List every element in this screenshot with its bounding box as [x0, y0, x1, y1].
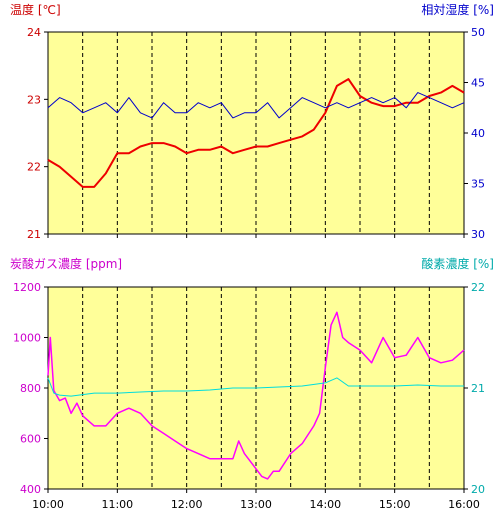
o2-y-ticks: 22 21 20	[464, 281, 485, 496]
left-tick-label: 1000	[13, 332, 41, 345]
left-tick-label: 23	[27, 93, 41, 106]
left-tick-label: 1200	[13, 281, 41, 294]
right-tick-label: 22	[471, 281, 485, 294]
left-tick-label: 22	[27, 161, 41, 174]
left-tick-label: 600	[20, 433, 41, 446]
temperature-humidity-chart: 温度 [℃] 相対湿度 [%] 24 23 22 21 50 45 40 35 30	[10, 2, 494, 241]
series-line-right	[47, 92, 465, 119]
x-tick-label: 13:00	[240, 498, 272, 511]
right-tick-label: 35	[471, 178, 485, 191]
temperature-humidity-lines	[47, 78, 465, 188]
x-tick-label: 16:00	[448, 498, 480, 511]
temperature-axis-title: 温度 [℃]	[10, 2, 61, 17]
left-tick-label: 21	[27, 228, 41, 241]
x-tick-label: 14:00	[309, 498, 341, 511]
x-tick-label: 12:00	[171, 498, 203, 511]
co2-o2-chart: 炭酸ガス濃度 [ppm] 酸素濃度 [%] 12001000800600400 …	[10, 256, 494, 496]
left-tick-label: 400	[20, 483, 41, 496]
o2-axis-title: 酸素濃度 [%]	[421, 256, 494, 271]
right-tick-label: 45	[471, 77, 485, 90]
co2-y-ticks: 1200 1000 800 600 400	[13, 281, 48, 496]
right-tick-label: 30	[471, 228, 485, 241]
humidity-axis-title: 相対湿度 [%]	[421, 2, 494, 17]
right-tick-label: 21	[471, 382, 485, 395]
x-tick-label: 15:00	[379, 498, 411, 511]
right-tick-label: 20	[471, 483, 485, 496]
series-line-left	[47, 311, 465, 480]
humidity-y-ticks: 50 45 40 35 30	[464, 26, 485, 241]
temperature-y-ticks: 24 23 22 21	[27, 26, 48, 241]
left-tick-label: 24	[27, 26, 41, 39]
series-line-left	[47, 78, 465, 188]
series-line-right	[47, 377, 464, 397]
time-x-ticks: 10:00 11:00 12:00 13:00 14:00 15:00 16:00	[32, 234, 480, 511]
right-tick-label: 40	[471, 127, 485, 140]
co2-axis-title: 炭酸ガス濃度 [ppm]	[10, 256, 122, 271]
co2-o2-lines	[47, 311, 465, 480]
x-tick-label: 10:00	[32, 498, 64, 511]
left-tick-label: 800	[20, 382, 41, 395]
temperature-grid	[82, 32, 430, 234]
x-tick-label: 11:00	[101, 498, 133, 511]
right-tick-label: 50	[471, 26, 485, 39]
